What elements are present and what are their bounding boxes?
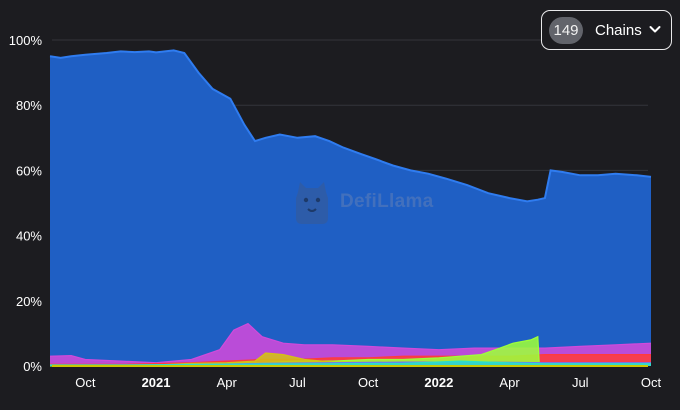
watermark: DefiLlama bbox=[290, 178, 434, 226]
chevron-down-icon bbox=[649, 26, 661, 33]
y-tick-label: 100% bbox=[9, 33, 43, 48]
chain-selector-button[interactable]: 149 Chains bbox=[541, 10, 672, 50]
series-line-6 bbox=[50, 360, 651, 366]
chain-selector-label: Chains bbox=[595, 21, 642, 39]
x-tick-label: Jul bbox=[289, 375, 306, 390]
series-area-0 bbox=[50, 50, 651, 367]
x-tick-label: Jul bbox=[572, 375, 589, 390]
y-tick-label: 80% bbox=[16, 98, 42, 113]
x-tick-label: 2022 bbox=[424, 375, 453, 390]
llama-logo-icon bbox=[296, 182, 328, 224]
chain-count-badge: 149 bbox=[549, 16, 583, 44]
series-line-0 bbox=[49, 49, 652, 203]
x-tick-label: Oct bbox=[641, 375, 662, 390]
series-area-3 bbox=[50, 336, 651, 366]
y-tick-label: 0% bbox=[23, 359, 42, 374]
series-line-2 bbox=[50, 354, 651, 365]
y-tick-label: 60% bbox=[16, 163, 42, 178]
y-tick-label: 40% bbox=[16, 229, 42, 244]
x-tick-label: Apr bbox=[499, 375, 520, 390]
x-tick-label: Oct bbox=[358, 375, 379, 390]
y-tick-label: 20% bbox=[16, 294, 42, 309]
watermark-text: DefiLlama bbox=[340, 191, 434, 212]
x-tick-label: Apr bbox=[217, 375, 238, 390]
x-tick-label: Oct bbox=[75, 375, 96, 390]
x-tick-label: 2021 bbox=[142, 375, 171, 390]
